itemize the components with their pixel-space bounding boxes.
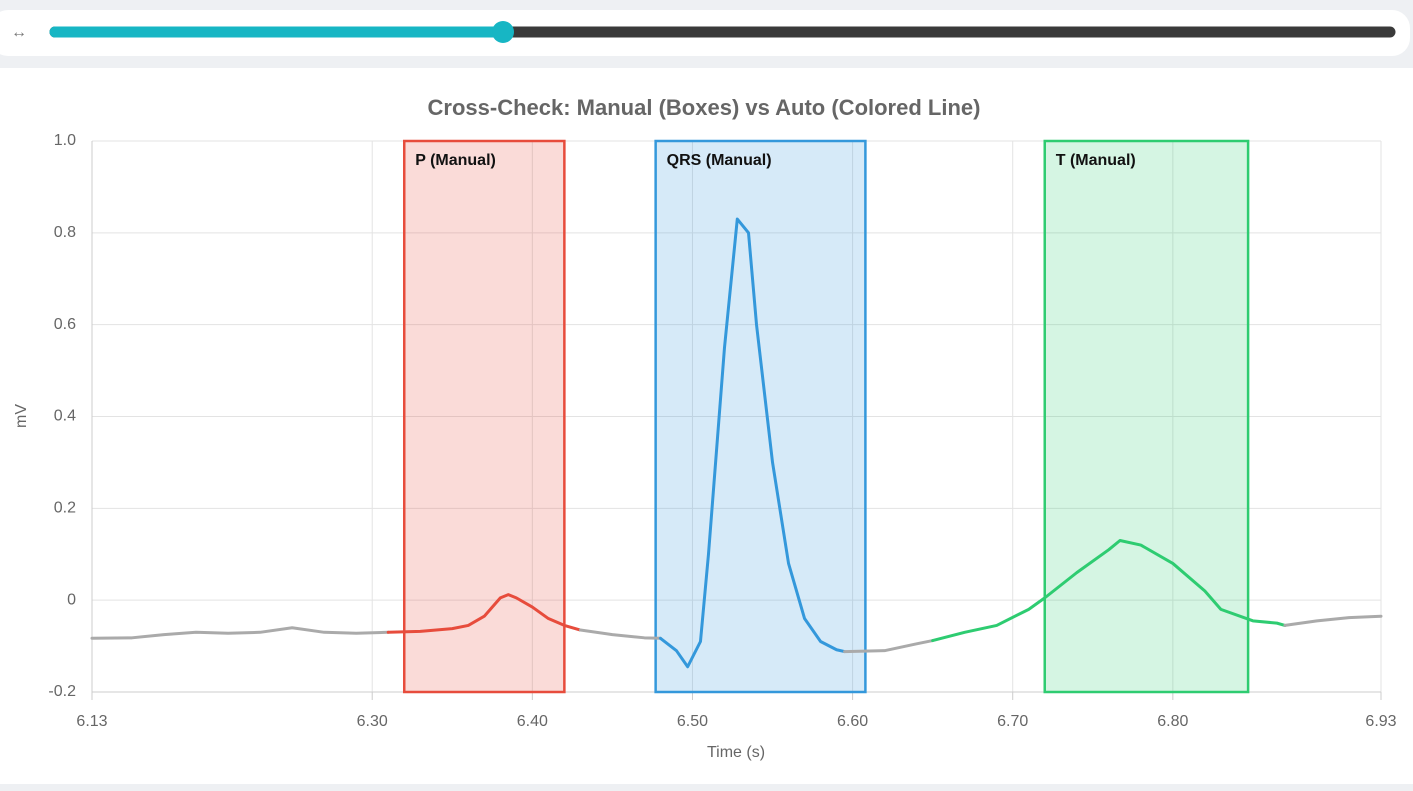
x-tick-label: 6.50 xyxy=(677,713,708,730)
x-axis-label: Time (s) xyxy=(707,744,765,761)
y-tick-label: -0.2 xyxy=(48,683,76,700)
x-tick-label: 6.93 xyxy=(1365,713,1396,730)
chart-card xyxy=(0,68,1413,784)
manual-region xyxy=(402,139,566,694)
signal-line xyxy=(90,626,390,640)
region-label: P (Manual) xyxy=(415,152,496,169)
y-axis-label: mV xyxy=(13,404,30,428)
region-label: QRS (Manual) xyxy=(667,152,772,169)
signal-line xyxy=(931,538,1287,643)
signal-line xyxy=(843,639,935,654)
y-tick-label: 0.6 xyxy=(54,316,76,333)
signal-line xyxy=(386,593,582,634)
y-tick-label: 1.0 xyxy=(54,132,76,149)
x-tick-label: 6.80 xyxy=(1157,713,1188,730)
slider-thumb[interactable] xyxy=(492,21,514,43)
manual-region xyxy=(1043,139,1250,694)
x-tick-label: 6.70 xyxy=(997,713,1028,730)
manual-region xyxy=(654,139,867,694)
x-tick-label: 6.40 xyxy=(517,713,548,730)
signal-line xyxy=(1283,614,1383,627)
y-tick-label: 0.8 xyxy=(54,224,76,241)
chart-title: Cross-Check: Manual (Boxes) vs Auto (Col… xyxy=(428,95,981,120)
y-tick-label: 0 xyxy=(67,591,76,608)
x-tick-label: 6.13 xyxy=(76,713,107,730)
slider-icon: ↔ xyxy=(11,24,27,41)
signal-line xyxy=(658,217,847,669)
y-tick-label: 0.4 xyxy=(54,408,76,425)
x-tick-label: 6.60 xyxy=(837,713,868,730)
region-label: T (Manual) xyxy=(1056,152,1136,169)
signal-line xyxy=(578,628,662,640)
y-tick-label: 0.2 xyxy=(54,500,76,517)
x-tick-label: 6.30 xyxy=(357,713,388,730)
